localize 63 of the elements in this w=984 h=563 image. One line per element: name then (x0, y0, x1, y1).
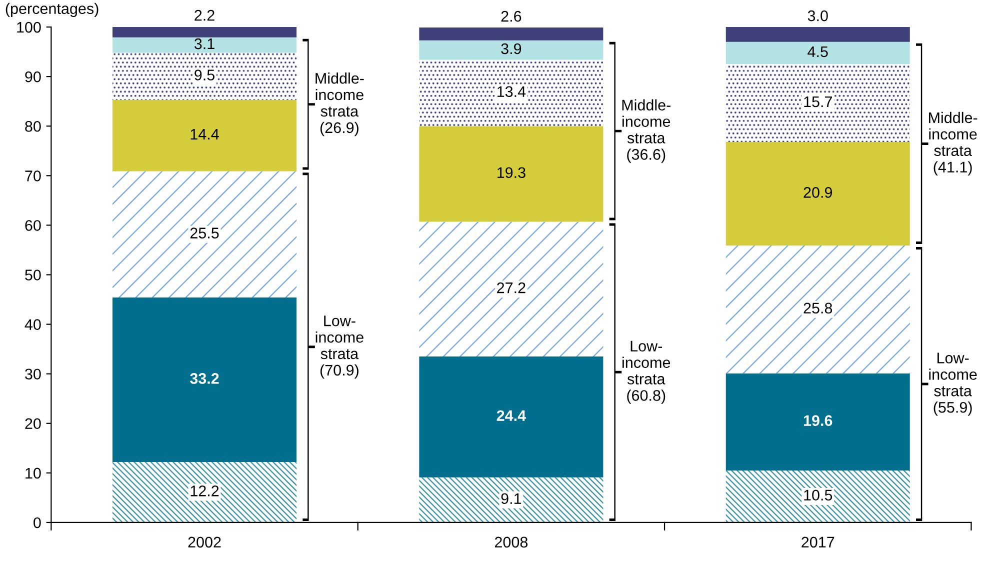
data-label: 25.8 (804, 302, 832, 314)
data-label: 3.1 (194, 38, 214, 50)
annotation: Middle- income strata (26.9) (316, 72, 364, 136)
x-tick-label: 2017 (802, 536, 834, 548)
data-label: 3.9 (501, 43, 522, 54)
x-tick-label: 2002 (188, 536, 221, 548)
data-label: 33.2 (190, 373, 219, 384)
bar (726, 246, 910, 374)
y-tick-label: 70 (25, 170, 41, 182)
y-tick-label: 20 (25, 418, 41, 430)
bar (726, 42, 910, 64)
y-tick-label: 90 (25, 71, 41, 82)
text: (percentages) (6, 2, 98, 18)
bar (419, 477, 604, 522)
data-label: 14.4 (190, 128, 219, 140)
data-label: 19.6 (804, 415, 832, 426)
data-label: 3.0 (808, 10, 828, 22)
data-label: 13.4 (497, 86, 526, 98)
data-label: 2.2 (194, 10, 214, 21)
y-tick-label: 100 (17, 22, 41, 33)
annotation: Low- income strata (70.9) (316, 316, 364, 379)
bar (112, 52, 297, 100)
data-label: 24.4 (496, 410, 526, 421)
bar (726, 142, 910, 246)
bar (419, 222, 604, 356)
y-tick-label: 50 (25, 270, 41, 280)
bar (112, 37, 297, 53)
bar (112, 462, 297, 522)
y-tick-label: 80 (25, 120, 41, 132)
bar (419, 40, 604, 60)
data-label: 4.5 (808, 46, 828, 58)
data-label: 15.7 (804, 96, 832, 108)
annotation: Low- income strata (55.9) (929, 352, 977, 416)
data-label: 25.5 (190, 228, 219, 238)
bar (419, 60, 604, 126)
data-label: 2.6 (501, 10, 522, 22)
bar (419, 356, 604, 478)
bar (112, 298, 297, 462)
y-tick-label: 30 (25, 368, 41, 380)
annotation: Middle- income strata (36.6) (622, 99, 670, 163)
y-tick-label: 40 (24, 319, 41, 330)
data-label: 9.5 (194, 70, 214, 80)
bar (726, 27, 910, 42)
bar (419, 126, 604, 222)
data-label: 9.1 (501, 493, 522, 504)
data-label: 27.2 (497, 282, 526, 294)
data-label: 19.3 (497, 167, 526, 178)
bar (726, 373, 910, 470)
y-tick-label: 0 (34, 517, 41, 528)
y-tick-label: 60 (25, 220, 41, 231)
annotation: Low- income strata (60.8) (622, 340, 670, 404)
bar (419, 28, 604, 40)
bar (726, 64, 910, 142)
bar (112, 27, 297, 38)
x-tick-label: 2008 (494, 536, 528, 548)
annotation: Middle- income strata (41.1) (929, 112, 978, 176)
bar (726, 470, 910, 522)
y-tick-label: 10 (26, 468, 41, 479)
data-label: 20.9 (804, 187, 832, 198)
bar (112, 171, 297, 298)
data-label: 12.2 (190, 486, 219, 496)
data-label: 10.5 (804, 490, 832, 501)
bar (112, 100, 297, 172)
